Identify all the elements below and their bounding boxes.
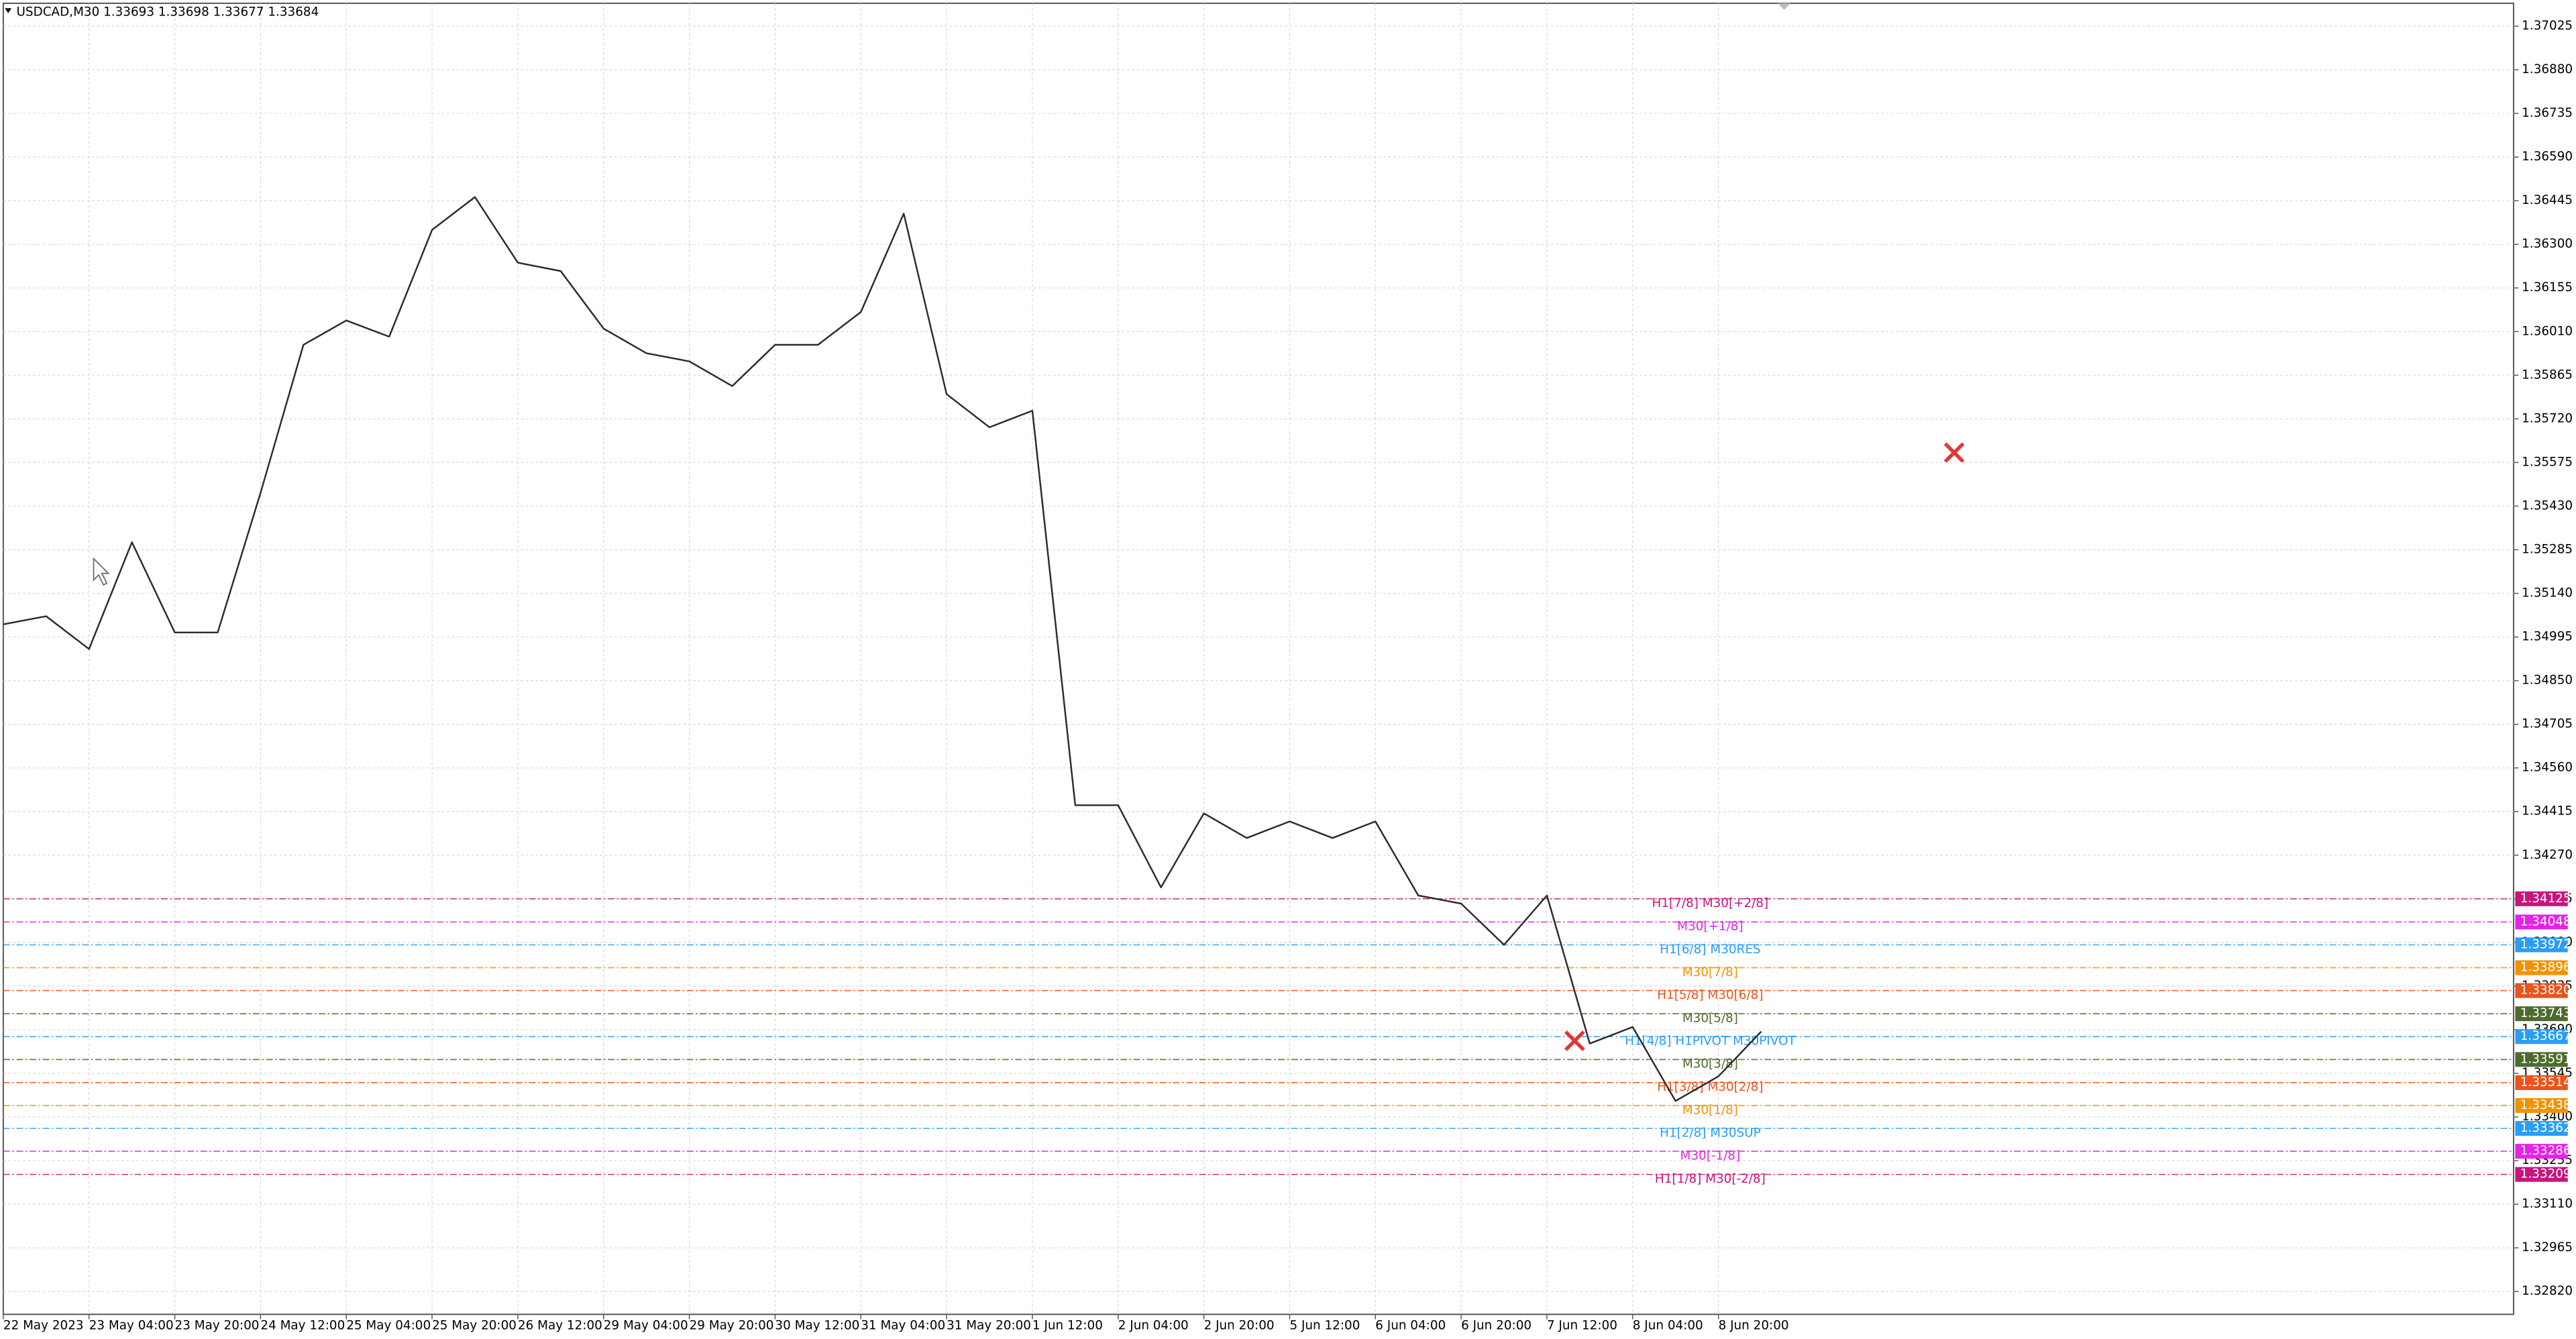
price-tag-label: 1.33972 — [2520, 937, 2571, 951]
y-tick-label: 1.34995 — [2522, 630, 2573, 644]
y-tick-label: 1.35140 — [2522, 586, 2573, 600]
level-label: M30[1/8] — [1682, 1103, 1738, 1117]
price-tag — [2515, 1029, 2568, 1045]
level-label: H1[1/8] M30[-2/8] — [1655, 1172, 1766, 1186]
x-tick-label: 23 May 04:00 — [89, 1318, 174, 1332]
x-tick-label: 2 Jun 04:00 — [1118, 1318, 1189, 1332]
price-tag-label: 1.33743 — [2520, 1006, 2571, 1020]
x-tick-label: 29 May 04:00 — [604, 1318, 688, 1332]
y-tick-label: 1.32965 — [2522, 1240, 2573, 1254]
price-tag — [2515, 1167, 2568, 1182]
chart-layer: 1.37025 1.36880 1.36735 1.36590 1.36445 1.363… — [3, 3, 2573, 1332]
y-tick-label: 1.35575 — [2522, 455, 2573, 469]
x-tick-label: 8 Jun 20:00 — [1719, 1318, 1789, 1332]
price-tag-label: 1.33896 — [2520, 961, 2571, 975]
shift-marker — [1777, 3, 1791, 10]
x-tick-label: 1 Jun 12:00 — [1032, 1318, 1103, 1332]
y-tick-label: 1.33110 — [2522, 1197, 2573, 1211]
price-tag — [2515, 1097, 2568, 1113]
x-tick-label: 31 May 04:00 — [861, 1318, 945, 1332]
price-tag-label: 1.33591 — [2520, 1052, 2571, 1066]
y-tick-label: 1.36300 — [2522, 237, 2573, 251]
level-label: M30[5/8] — [1682, 1012, 1738, 1026]
x-tick-label: 7 Jun 12:00 — [1547, 1318, 1617, 1332]
y-tick-label: 1.36735 — [2522, 106, 2573, 120]
x-tick-label: 31 May 20:00 — [947, 1318, 1031, 1332]
y-tick-label: 1.32820 — [2522, 1284, 2573, 1298]
y-tick-label: 1.36010 — [2522, 324, 2573, 338]
price-tag — [2515, 1144, 2568, 1159]
x-tick-label: 25 May 04:00 — [346, 1318, 431, 1332]
price-tag-label: 1.34048 — [2520, 914, 2571, 928]
x-tick-label: 8 Jun 04:00 — [1633, 1318, 1703, 1332]
price-tag — [2515, 1121, 2568, 1136]
price-tag — [2515, 1052, 2568, 1067]
menu-arrow[interactable] — [5, 8, 12, 13]
y-tick-label: 1.34415 — [2522, 804, 2573, 818]
price-tag — [2515, 891, 2568, 906]
y-tick-label: 1.35865 — [2522, 368, 2573, 382]
level-label: M30[-1/8] — [1680, 1148, 1741, 1163]
y-tick-label: 1.36880 — [2522, 62, 2573, 76]
y-tick-label: 1.34850 — [2522, 674, 2573, 688]
y-tick-label: 1.34560 — [2522, 761, 2573, 775]
y-tick-label: 1.35285 — [2522, 542, 2573, 556]
y-tick-label: 1.34270 — [2522, 848, 2573, 862]
price-tag — [2515, 914, 2568, 930]
plot-frame — [2, 2, 2514, 1316]
y-tick-label: 1.33400 — [2522, 1110, 2573, 1124]
y-tick-label: 1.36445 — [2522, 193, 2573, 207]
price-tag-label: 1.34125 — [2520, 892, 2571, 906]
price-tag-label: 1.33820 — [2520, 983, 2571, 998]
level-label: H1[5/8] M30[6/8] — [1657, 988, 1763, 1002]
level-label: H1[3/8] M30[2/8] — [1657, 1080, 1763, 1094]
x-tick-label: 22 May 2023 — [3, 1318, 84, 1332]
x-tick-label: 6 Jun 20:00 — [1461, 1318, 1532, 1332]
level-label: H1[4/8] H1PIVOT M30PIVOT — [1625, 1034, 1796, 1049]
x-tick-label: 30 May 12:00 — [775, 1318, 859, 1332]
y-tick-label: 1.34705 — [2522, 717, 2573, 731]
price-tag — [2515, 1075, 2568, 1090]
price-tag-label: 1.33438 — [2520, 1098, 2571, 1112]
x-tick-label: 23 May 20:00 — [175, 1318, 260, 1332]
x-tick-label: 6 Jun 04:00 — [1375, 1318, 1446, 1332]
price-tag-label: 1.33514 — [2520, 1075, 2571, 1089]
x-tick-label: 26 May 12:00 — [518, 1318, 602, 1332]
price-tag — [2515, 960, 2568, 975]
price-tag-label: 1.33286 — [2520, 1144, 2571, 1158]
x-tick-label: 24 May 12:00 — [260, 1318, 345, 1332]
level-label: H1[2/8] M30SUP — [1660, 1126, 1761, 1140]
y-tick-label: 1.36590 — [2522, 150, 2573, 164]
level-label: M30[7/8] — [1682, 965, 1738, 979]
x-tick-label: 2 Jun 20:00 — [1204, 1318, 1275, 1332]
price-tag — [2515, 937, 2568, 953]
price-tag — [2515, 1006, 2568, 1022]
x-tick-label: 25 May 20:00 — [432, 1318, 517, 1332]
y-tick-label: 1.37025 — [2522, 19, 2573, 33]
price-tag-label: 1.33667 — [2520, 1029, 2571, 1043]
x-tick-label: 5 Jun 12:00 — [1289, 1318, 1360, 1332]
y-tick-label: 1.36155 — [2522, 280, 2573, 294]
cross-marker — [1943, 442, 1965, 464]
chart-title: USDCAD,M30 1.33693 1.33698 1.33677 1.336… — [16, 5, 319, 19]
cursor — [93, 557, 110, 586]
cross-marker — [1564, 1030, 1585, 1051]
y-tick-label: 1.35720 — [2522, 411, 2573, 425]
level-label: M30[+1/8] — [1677, 920, 1743, 934]
price-tag — [2515, 983, 2568, 998]
level-label: M30[3/8] — [1682, 1057, 1738, 1071]
y-tick-label: 1.35430 — [2522, 498, 2573, 513]
price-tag-label: 1.33362 — [2520, 1121, 2571, 1135]
level-label: H1[6/8] M30RES — [1660, 943, 1760, 957]
price-tag-label: 1.33209 — [2520, 1167, 2571, 1181]
level-label: H1[7/8] M30[+2/8] — [1652, 896, 1769, 910]
x-tick-label: 29 May 20:00 — [690, 1318, 774, 1332]
price-line — [3, 196, 1762, 1102]
